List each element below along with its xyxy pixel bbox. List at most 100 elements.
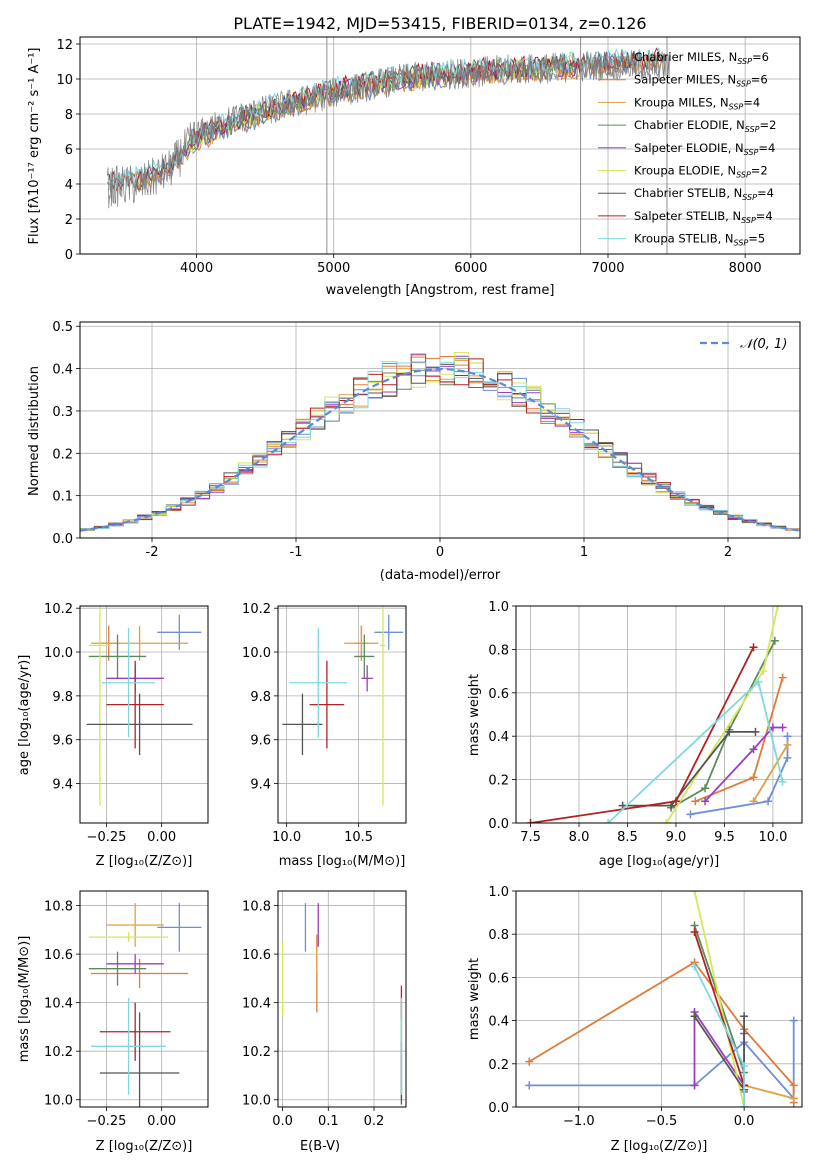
x-tick-label: -2 bbox=[146, 545, 159, 560]
model-spectrum-line bbox=[107, 49, 663, 191]
mass-weight-marker bbox=[751, 727, 760, 736]
mass-weight-marker bbox=[789, 1081, 798, 1090]
mass-weight-marker bbox=[525, 1057, 534, 1066]
x-tick-label: −0.5 bbox=[646, 1114, 678, 1129]
x-tick-label: 0.1 bbox=[318, 1114, 339, 1129]
y-tick-label: 10.6 bbox=[44, 948, 73, 963]
age-Z-ylabel: age [log₁₀(age/yr)] bbox=[17, 655, 32, 776]
mass-weight-marker bbox=[725, 727, 734, 736]
plot-area bbox=[88, 903, 202, 1107]
legend-entry: 𝒩(0, 1) bbox=[740, 337, 787, 352]
axes-frame bbox=[515, 890, 803, 1108]
mass-weight-marker bbox=[749, 643, 758, 652]
y-tick-label: 0.6 bbox=[488, 971, 509, 986]
mass-weight-marker bbox=[740, 1012, 749, 1021]
mass-weight-marker bbox=[754, 677, 763, 686]
plot-area bbox=[86, 606, 202, 806]
mass-weight-marker bbox=[690, 891, 699, 895]
y-tick-label: 0.4 bbox=[488, 1015, 509, 1030]
x-tick-label: 5000 bbox=[317, 261, 350, 276]
mass-vs-EBV-panel: E(B-V) 0.0 0.1 0.2 10.0 10.2 10.4 10.6 10.8 bbox=[242, 890, 407, 1154]
mass-weight-line bbox=[670, 640, 776, 809]
mass-weight-line bbox=[704, 726, 783, 802]
y-tick-label: 0.1 bbox=[52, 490, 73, 505]
residuals-xlabel: (data-model)/error bbox=[380, 568, 501, 583]
mass-weight-marker bbox=[764, 797, 773, 806]
x-tick-label: 1 bbox=[580, 545, 588, 560]
mw-Z-xlabel: Z [log₁₀(Z/Z⊙)] bbox=[611, 1139, 708, 1154]
mass-weight-marker bbox=[770, 636, 779, 645]
axes-frame bbox=[79, 890, 209, 1108]
age-Z-xlabel: Z [log₁₀(Z/Z⊙)] bbox=[96, 854, 193, 869]
age-vs-mass-panel: mass [log₁₀(M/M⊙)] 10.0 10.5 9.4 9.6 9.8 10.0… bbox=[242, 602, 407, 869]
plot-area bbox=[80, 352, 800, 532]
y-tick-label: 10.2 bbox=[44, 602, 73, 617]
residual-histogram-step bbox=[80, 361, 800, 530]
mass-weight-marker bbox=[686, 810, 695, 819]
y-tick-label: 0.8 bbox=[488, 928, 509, 943]
x-tick-label: 0 bbox=[436, 545, 444, 560]
x-tick-label: 0.0 bbox=[272, 1114, 293, 1129]
mass-weight-marker bbox=[701, 797, 710, 806]
x-tick-label: 8.5 bbox=[617, 830, 638, 845]
x-tick-label: 8000 bbox=[729, 261, 762, 276]
x-tick-label: −1.0 bbox=[563, 1114, 595, 1129]
x-tick-label: -1 bbox=[290, 545, 303, 560]
mw-Z-ylabel: mass weight bbox=[467, 958, 482, 1040]
legend-entry: Kroupa STELIB, NSSP=5 bbox=[634, 232, 765, 248]
x-tick-label: 2 bbox=[724, 545, 732, 560]
x-tick-label: 0.00 bbox=[147, 1114, 176, 1129]
legend-entry: Kroupa ELODIE, NSSP=2 bbox=[634, 164, 768, 180]
x-tick-label: 10.0 bbox=[758, 830, 787, 845]
age-mass-xlabel: mass [log₁₀(M/M⊙)] bbox=[279, 854, 406, 869]
x-tick-label: 10.5 bbox=[344, 830, 373, 845]
y-tick-label: 9.8 bbox=[250, 690, 271, 705]
mass-weight-marker bbox=[749, 797, 758, 806]
axes-frame bbox=[79, 605, 209, 824]
y-tick-label: 0.0 bbox=[488, 1101, 509, 1116]
y-tick-label: 9.4 bbox=[250, 778, 271, 793]
legend-entry: Chabrier STELIB, NSSP=4 bbox=[634, 186, 774, 202]
mass-weight-vs-age-panel: age [log₁₀(age/yr)] mass weight 7.5 8.0 8.… bbox=[467, 600, 803, 869]
y-tick-label: 2 bbox=[65, 213, 73, 228]
y-tick-label: 0.8 bbox=[488, 643, 509, 658]
y-tick-label: 1.0 bbox=[488, 600, 509, 615]
y-tick-label: 0 bbox=[65, 248, 73, 263]
x-tick-label: 9.0 bbox=[666, 830, 687, 845]
y-tick-label: 10.6 bbox=[242, 948, 271, 963]
spectrum-xlabel: wavelength [Angstrom, rest frame] bbox=[326, 283, 555, 298]
mass-weight-marker bbox=[749, 773, 758, 782]
mass-weight-marker bbox=[526, 819, 535, 823]
y-tick-label: 9.6 bbox=[250, 734, 271, 749]
mass-weight-marker bbox=[671, 797, 680, 806]
y-tick-label: 10.4 bbox=[44, 997, 73, 1012]
mass-weight-marker bbox=[740, 1061, 749, 1070]
spectrum-ylabel: Flux [fλ10⁻¹⁷ erg cm⁻² s⁻¹ A⁻¹] bbox=[27, 48, 42, 245]
plot-area bbox=[107, 37, 671, 254]
mass-weight-marker bbox=[789, 1094, 798, 1103]
y-tick-label: 4 bbox=[65, 178, 73, 193]
figure-title: PLATE=1942, MJD=53415, FIBERID=0134, z=0… bbox=[233, 14, 646, 33]
mass-weight-line bbox=[752, 744, 789, 802]
axes-frame bbox=[277, 605, 407, 824]
mass-weight-marker bbox=[783, 753, 792, 762]
legend-entry: Salpeter MILES, NSSP=6 bbox=[634, 73, 768, 89]
y-tick-label: 10.4 bbox=[242, 997, 271, 1012]
mass-weight-marker bbox=[604, 819, 613, 823]
y-tick-label: 0.6 bbox=[488, 687, 509, 702]
mass-weight-marker bbox=[759, 667, 768, 676]
mass-weight-line bbox=[693, 891, 745, 1107]
y-tick-label: 0.4 bbox=[52, 363, 73, 378]
mass-weight-marker bbox=[740, 1103, 749, 1107]
plot-area bbox=[526, 606, 792, 823]
x-tick-label: −0.25 bbox=[87, 830, 127, 845]
x-tick-label: 4000 bbox=[180, 261, 213, 276]
y-tick-label: 0.2 bbox=[52, 447, 73, 462]
mass-Z-ylabel: mass [log₁₀(M/M⊙)] bbox=[17, 936, 32, 1063]
normal-reference-curve bbox=[80, 367, 800, 532]
x-tick-label: 7.5 bbox=[520, 830, 541, 845]
mass-weight-marker bbox=[789, 1016, 798, 1025]
x-tick-label: 6000 bbox=[454, 261, 487, 276]
y-tick-label: 1.0 bbox=[488, 885, 509, 900]
